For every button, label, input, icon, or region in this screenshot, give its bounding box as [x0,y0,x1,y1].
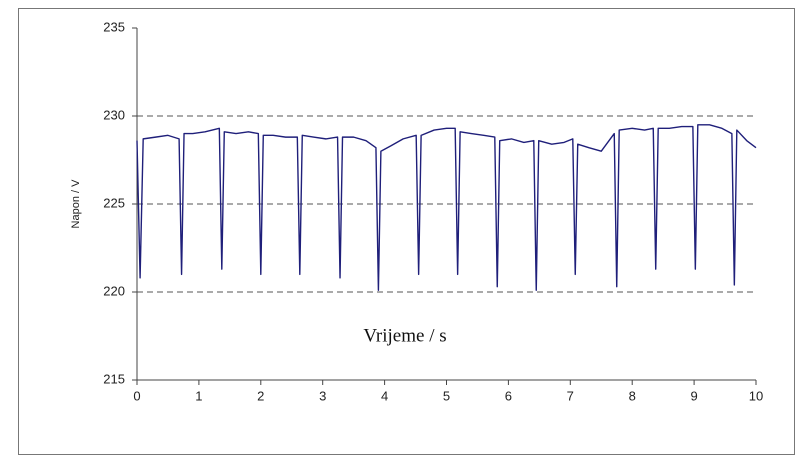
x-tick-label: 5 [443,388,450,403]
x-tick-label: 10 [749,388,763,403]
x-tick-label: 4 [381,388,388,403]
x-tick-label: 8 [629,388,636,403]
y-tick-label: 220 [103,283,125,298]
y-tick-label: 230 [103,107,125,122]
x-tick-label: 2 [257,388,264,403]
y-tick-label: 215 [103,371,125,386]
x-tick-label: 3 [319,388,326,403]
x-tick-label: 9 [690,388,697,403]
x-tick-label: 0 [133,388,140,403]
x-tick-label: 1 [195,388,202,403]
y-tick-label: 225 [103,195,125,210]
x-axis-label: Vrijeme / s [363,325,446,346]
x-tick-label: 7 [567,388,574,403]
y-tick-label: 235 [103,19,125,34]
y-axis-label: Napon / V [70,179,82,229]
x-tick-label: 6 [505,388,512,403]
voltage-line [136,124,757,291]
